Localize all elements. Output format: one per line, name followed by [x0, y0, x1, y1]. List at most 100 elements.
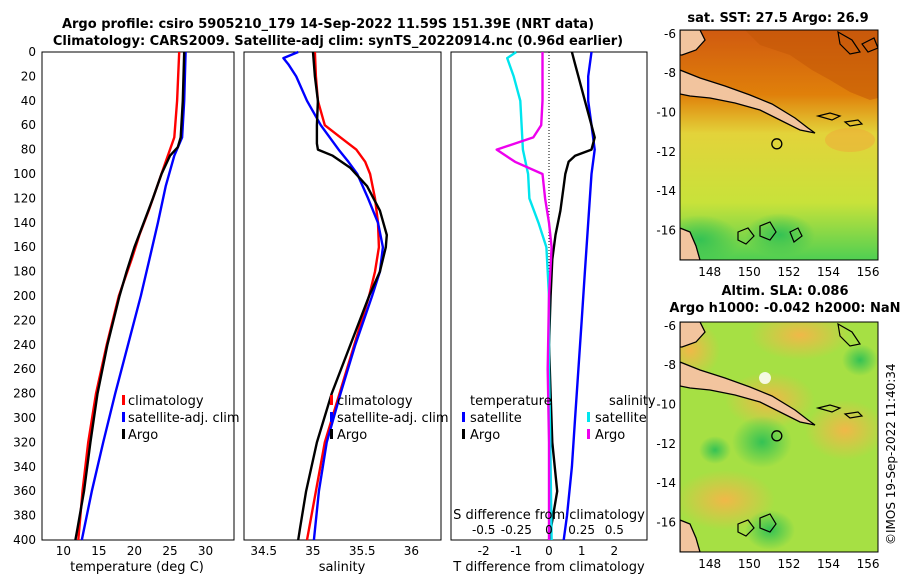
- x-tick-label: 34.5: [250, 544, 277, 558]
- map-lon-tick-label: 150: [738, 265, 761, 279]
- legend-swatch-argo: [122, 429, 125, 439]
- legend-swatch-argo: [330, 429, 333, 439]
- land-island: [815, 404, 842, 413]
- salinity-x-tick-label: 0.5: [605, 523, 624, 537]
- land-island: [843, 411, 864, 419]
- map-lat-tick-label: -16: [656, 224, 676, 238]
- legend-argo: Argo: [128, 428, 158, 443]
- depth-tick-label: 360: [13, 484, 36, 498]
- salinity-difference-xlabel: S difference from climatology: [453, 508, 645, 523]
- land-island: [837, 322, 861, 347]
- x-tick-label: 25: [162, 544, 177, 558]
- land-north: [680, 30, 706, 56]
- difference-x-ticks: -2 -1 0 1 2: [478, 544, 618, 558]
- salinity-x-tick-label: 0: [545, 523, 553, 537]
- series-climatology: [77, 51, 181, 541]
- sla-map-ticks: 148 150 152 154 156 -6 -8 -10 -12 -14 -16: [656, 319, 879, 571]
- sla-low-patch: [699, 436, 731, 464]
- sst-cool-patch: [745, 213, 815, 257]
- legend-sal-satellite: satellite: [595, 411, 647, 426]
- x-tick-label: 36: [404, 544, 419, 558]
- depth-tick-label: 0: [28, 45, 36, 59]
- legend-satellite: satellite-adj. clim: [337, 411, 449, 426]
- series-satellite-adj-clim: [282, 50, 385, 541]
- temperature-x-ticks: 10 15 20 25 30: [56, 544, 214, 558]
- map-lat-tick-label: -8: [664, 66, 676, 80]
- sla-low-patch: [745, 510, 795, 550]
- sst-map-frame: [679, 29, 879, 261]
- legend-swatch-temp-satellite: [462, 412, 465, 422]
- depth-tick-labels: 0 20 40 60 80 100 120 140 160 180 200 220 240 260 280 3…: [13, 45, 36, 547]
- x-tick-label: 20: [127, 544, 142, 558]
- land-australia: [680, 227, 701, 260]
- temperature-plot: [74, 51, 187, 541]
- salinity-x-tick-label: 0.25: [568, 523, 595, 537]
- series-argo: [297, 51, 388, 541]
- depth-tick-label: 40: [21, 94, 36, 108]
- legend-climatology: climatology: [337, 394, 413, 409]
- land-australia: [680, 519, 701, 552]
- reef-outline: [737, 519, 755, 537]
- profile-location-marker: [771, 138, 783, 150]
- map-lat-tick-label: -6: [664, 27, 676, 41]
- reef-outline: [759, 513, 777, 533]
- profile-location-marker: [771, 430, 783, 442]
- legend-salinity-heading: salinity: [609, 394, 656, 409]
- depth-tick-label: 320: [13, 435, 36, 449]
- map-lat-tick-label: -10: [656, 398, 676, 412]
- temperature-panel-frame: [41, 51, 235, 541]
- sla-high-patch: [805, 400, 878, 460]
- depth-tick-label: 300: [13, 411, 36, 425]
- map-lon-tick-label: 152: [777, 557, 800, 571]
- map-lat-tick-label: -10: [656, 106, 676, 120]
- difference-xlabel: T difference from climatology: [452, 560, 645, 575]
- sst-cool-patch: [680, 215, 740, 260]
- land-papua-new-guinea: [680, 361, 816, 426]
- map-lat-tick-label: -8: [664, 358, 676, 372]
- depth-tick-label: 200: [13, 289, 36, 303]
- depth-tick-label: 220: [13, 313, 36, 327]
- depth-tick-label: 240: [13, 338, 36, 352]
- series-salinity-satellite: [506, 51, 553, 541]
- map-lat-tick-label: -14: [656, 184, 676, 198]
- salinity-plot: [282, 50, 388, 541]
- legend-climatology: climatology: [128, 394, 204, 409]
- legend-swatch-sal-satellite: [587, 412, 590, 422]
- legend-temp-argo: Argo: [470, 428, 500, 443]
- depth-tick-label: 180: [13, 265, 36, 279]
- temperature-legend: climatology satellite-adj. clim Argo: [122, 394, 240, 443]
- map-lon-tick-label: 156: [857, 265, 880, 279]
- legend-satellite: satellite-adj. clim: [128, 411, 240, 426]
- series-satellite-adj-clim: [80, 51, 187, 541]
- salinity-x-ticks: 34.5 35 35.5 36: [250, 544, 419, 558]
- sla-map-frame: [679, 321, 879, 553]
- x-tick-label: 0: [545, 544, 553, 558]
- sst-map-ticks: 148 150 152 154 156 -6 -8 -10 -12 -14 -16: [656, 27, 879, 279]
- difference-legend: temperature satellite Argo salinity sate…: [462, 394, 656, 443]
- map-lon-tick-label: 148: [698, 557, 721, 571]
- depth-tick-label: 140: [13, 216, 36, 230]
- land-island: [843, 119, 864, 127]
- legend-temp-satellite: satellite: [470, 411, 522, 426]
- sla-map: [680, 322, 878, 552]
- title-line-1: Argo profile: csiro 5905210_179 14-Sep-2…: [62, 17, 594, 32]
- legend-swatch-temp-argo: [462, 429, 465, 439]
- reef-outline: [789, 227, 803, 243]
- salinity-xlabel: salinity: [319, 560, 366, 575]
- legend-argo: Argo: [337, 428, 367, 443]
- map-lat-tick-label: -16: [656, 516, 676, 530]
- map-lon-tick-label: 152: [777, 265, 800, 279]
- depth-tick-label: 260: [13, 362, 36, 376]
- x-tick-label: -2: [478, 544, 490, 558]
- sst-map: [680, 30, 878, 260]
- title-line-2: Climatology: CARS2009. Satellite-adj cli…: [53, 34, 623, 49]
- salinity-legend: climatology satellite-adj. clim Argo: [330, 394, 449, 443]
- series-temperature-satellite: [562, 51, 596, 541]
- x-tick-label: 1: [578, 544, 586, 558]
- map-lat-tick-label: -14: [656, 476, 676, 490]
- land-north: [680, 322, 706, 348]
- depth-tick-label: 60: [21, 118, 36, 132]
- legend-swatch-satellite: [122, 412, 125, 422]
- legend-sal-argo: Argo: [595, 428, 625, 443]
